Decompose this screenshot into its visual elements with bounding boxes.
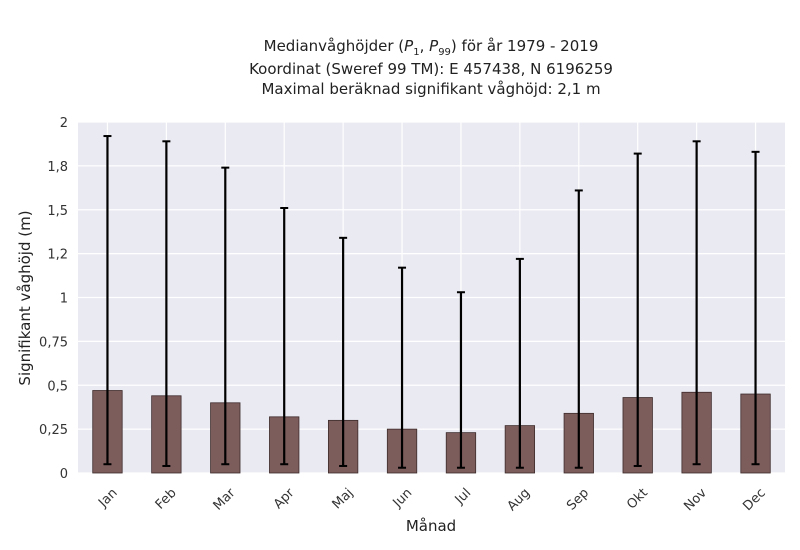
chart-title-line-1: Medianvåghöjder (P1, P99) för år 1979 - … (264, 37, 599, 58)
x-tick-labels: Jan Feb Mar Apr Maj Jun Jul Aug Sep Okt Nov Dec (95, 485, 769, 514)
y-tick-label: 0 (60, 467, 68, 482)
y-tick-label: 0,5 (47, 379, 68, 394)
y-tick-labels: 0 0,25 0,5 0,75 1 1,2 1,5 1,8 2 (39, 116, 68, 482)
x-tick-label: Feb (153, 486, 180, 513)
chart-title-line-3: Maximal beräknad signifikant våghöjd: 2,… (261, 80, 600, 98)
y-tick-label: 1,2 (47, 248, 68, 263)
error-bars (103, 135, 760, 469)
x-axis-label: Månad (406, 517, 456, 535)
y-tick-label: 0,75 (39, 335, 68, 350)
x-tick-label: Apr (271, 485, 298, 512)
y-tick-label: 1,8 (47, 160, 68, 175)
x-tick-label: Maj (330, 486, 357, 513)
x-tick-label: Mar (211, 485, 239, 513)
x-tick-label: Aug (505, 486, 534, 515)
x-tick-label: Jul (452, 486, 474, 508)
y-axis-label: Signifikant våghöjd (m) (16, 210, 34, 385)
chart-title: Medianvåghöjder (P1, P99) för år 1979 - … (249, 37, 613, 98)
x-tick-label: Sep (564, 486, 592, 514)
y-tick-label: 0,25 (39, 423, 68, 438)
x-tick-label: Dec (740, 486, 768, 514)
chart-title-line-2: Koordinat (Sweref 99 TM): E 457438, N 61… (249, 60, 613, 78)
x-tick-label: Nov (681, 485, 710, 514)
y-tick-label: 1 (60, 292, 68, 307)
x-tick-label: Okt (624, 486, 651, 513)
x-tick-label: Jan (95, 486, 120, 511)
y-tick-label: 2 (60, 116, 68, 131)
y-tick-label: 1,5 (47, 204, 68, 219)
x-tick-label: Jun (390, 486, 416, 512)
